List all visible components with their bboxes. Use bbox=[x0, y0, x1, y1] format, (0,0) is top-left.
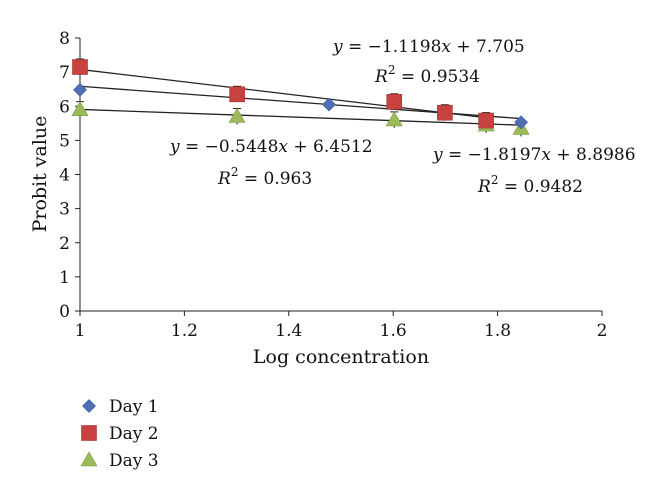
point-day-2 bbox=[229, 86, 245, 103]
y-ticks: 0 1 2 3 4 5 6 7 8 bbox=[59, 29, 80, 322]
r2-day2: R2 = 0.9482 bbox=[477, 173, 583, 197]
point-day-3 bbox=[385, 111, 403, 127]
x-tick-label: 1 bbox=[75, 321, 86, 341]
y-tick-label: 0 bbox=[59, 302, 70, 322]
x-tick-label: 1.6 bbox=[380, 321, 407, 341]
equation-day1: y = −1.1198x + 7.705 bbox=[332, 37, 525, 57]
y-tick-label: 6 bbox=[59, 97, 70, 117]
point-day-1 bbox=[73, 82, 87, 97]
y-tick-label: 5 bbox=[59, 131, 70, 151]
annotation-day2: y = −1.8197x + 8.8986 R2 = 0.9482 bbox=[432, 145, 636, 197]
x-axis-title: Log concentration bbox=[253, 346, 429, 368]
x-tick-label: 1.8 bbox=[484, 321, 511, 341]
y-axis-title: Probit value bbox=[29, 116, 51, 233]
point-day-1 bbox=[322, 97, 336, 112]
y-tick-label: 7 bbox=[59, 63, 70, 83]
legend-label: Day 2 bbox=[109, 424, 159, 444]
point-day-2 bbox=[478, 112, 494, 129]
legend-diamond-icon bbox=[82, 399, 96, 413]
y-tick-label: 3 bbox=[59, 200, 70, 220]
markers bbox=[71, 59, 530, 135]
point-day-2 bbox=[72, 59, 88, 75]
x-ticks: 1 1.2 1.4 1.6 1.8 2 bbox=[75, 311, 608, 341]
legend-triangle-icon bbox=[80, 451, 98, 467]
point-day-3 bbox=[71, 101, 89, 116]
trendline-day-3 bbox=[79, 108, 522, 126]
point-day-2 bbox=[386, 94, 403, 110]
annotation-day3: y = −0.5448x + 6.4512 R2 = 0.963 bbox=[169, 137, 373, 189]
r2-day1: R2 = 0.9534 bbox=[374, 63, 480, 87]
y-tick-label: 4 bbox=[59, 166, 70, 186]
x-tick-label: 1.4 bbox=[275, 321, 302, 341]
point-day-1 bbox=[514, 115, 529, 130]
trendline-day-2 bbox=[79, 68, 487, 119]
r2-day3: R2 = 0.963 bbox=[217, 165, 312, 189]
equation-day3: y = −0.5448x + 6.4512 bbox=[169, 137, 373, 157]
y-tick-label: 1 bbox=[59, 268, 70, 288]
annotation-day1: y = −1.1198x + 7.705 R2 = 0.9534 bbox=[332, 37, 525, 87]
legend: Day 1 Day 2 Day 3 bbox=[80, 397, 159, 471]
legend-square-icon bbox=[81, 425, 97, 441]
y-tick-label: 8 bbox=[59, 29, 70, 49]
y-tick-label: 2 bbox=[59, 234, 70, 254]
x-tick-label: 2 bbox=[597, 321, 608, 341]
legend-label: Day 3 bbox=[109, 451, 159, 471]
equation-day2: y = −1.8197x + 8.8986 bbox=[432, 145, 636, 165]
legend-label: Day 1 bbox=[109, 397, 159, 417]
point-day-2 bbox=[437, 104, 453, 121]
x-tick-label: 1.2 bbox=[171, 321, 198, 341]
point-day-3 bbox=[228, 107, 246, 123]
